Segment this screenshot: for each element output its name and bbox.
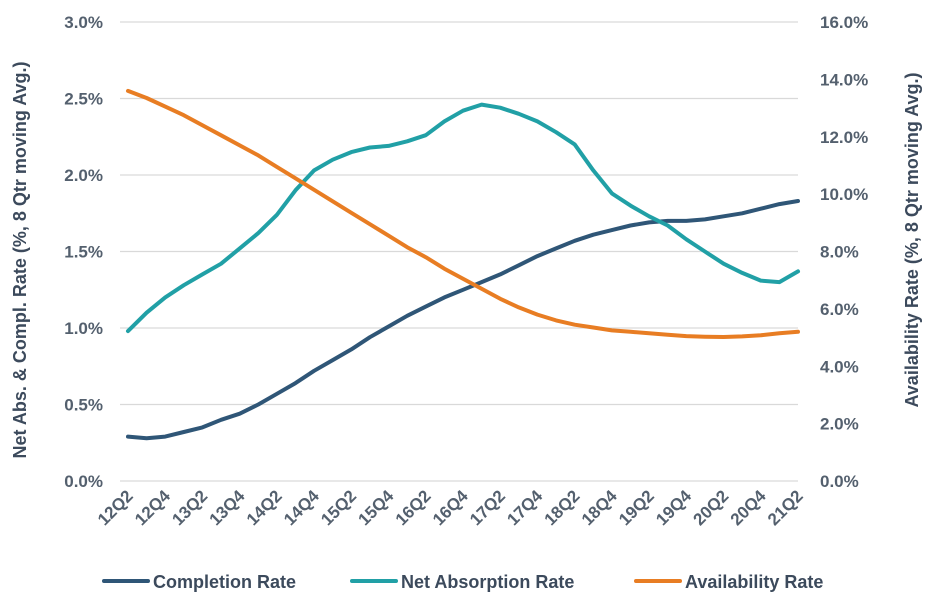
- right-tick-label: 2.0%: [820, 415, 859, 434]
- legend-label: Net Absorption Rate: [401, 572, 574, 592]
- x-tick-label: 18Q4: [578, 486, 621, 529]
- x-tick-label: 12Q4: [131, 486, 174, 529]
- left-tick-label: 0.5%: [64, 396, 103, 415]
- left-tick-label: 0.0%: [64, 472, 103, 491]
- x-tick-label: 16Q4: [429, 486, 472, 529]
- x-tick-label: 21Q2: [764, 486, 807, 529]
- right-tick-label: 10.0%: [820, 185, 868, 204]
- legend-label: Completion Rate: [153, 572, 296, 592]
- left-tick-label: 2.5%: [64, 90, 103, 109]
- right-tick-label: 16.0%: [820, 13, 868, 32]
- x-tick-label: 17Q4: [503, 486, 546, 529]
- legend-item: Net Absorption Rate: [350, 572, 574, 592]
- left-tick-label: 3.0%: [64, 13, 103, 32]
- series-lines: [126, 88, 800, 441]
- x-tick-label: 20Q4: [727, 486, 770, 529]
- legend: Completion Rate Net Absorption Rate Availa…: [102, 572, 823, 592]
- right-tick-label: 14.0%: [820, 70, 868, 89]
- right-tick-label: 12.0%: [820, 128, 868, 147]
- x-tick-label: 17Q2: [466, 486, 509, 529]
- right-tick-label: 8.0%: [820, 243, 859, 262]
- right-axis-ticks: 0.0% 2.0% 4.0% 6.0% 8.0% 10.0% 12.0% 14.0% 16.0%: [820, 13, 868, 491]
- right-tick-label: 4.0%: [820, 357, 859, 376]
- series-line-completion-rate: [126, 199, 800, 441]
- series-line-availability-rate: [126, 88, 800, 339]
- x-tick-label: 19Q2: [615, 486, 658, 529]
- x-tick-label: 15Q4: [355, 486, 398, 529]
- x-tick-label: 19Q4: [652, 486, 695, 529]
- left-tick-label: 1.5%: [64, 243, 103, 262]
- series-line-net-absorption-rate: [126, 102, 800, 334]
- right-tick-label: 6.0%: [820, 300, 859, 319]
- x-tick-label: 13Q4: [206, 486, 249, 529]
- legend-item: Availability Rate: [634, 572, 823, 592]
- x-tick-label: 12Q2: [94, 486, 137, 529]
- x-tick-label: 14Q4: [280, 486, 323, 529]
- legend-label: Availability Rate: [685, 572, 823, 592]
- x-tick-label: 14Q2: [243, 486, 286, 529]
- x-tick-label: 16Q2: [392, 486, 435, 529]
- left-axis-title: Net Abs. & Compl. Rate (%, 8 Qtr moving …: [10, 61, 30, 458]
- left-tick-label: 2.0%: [64, 166, 103, 185]
- x-tick-label: 15Q2: [317, 486, 360, 529]
- right-tick-label: 0.0%: [820, 472, 859, 491]
- x-axis-ticks: 12Q212Q413Q213Q414Q214Q415Q215Q416Q216Q4…: [94, 486, 807, 529]
- x-tick-label: 13Q2: [168, 486, 211, 529]
- right-axis-title: Availability Rate (%, 8 Qtr moving Avg.): [902, 72, 922, 407]
- left-axis-ticks: 0.0% 0.5% 1.0% 1.5% 2.0% 2.5% 3.0%: [64, 13, 103, 491]
- gridlines: [120, 21, 798, 482]
- x-tick-label: 18Q2: [541, 486, 584, 529]
- x-tick-label: 20Q2: [690, 486, 733, 529]
- left-tick-label: 1.0%: [64, 319, 103, 338]
- legend-item: Completion Rate: [102, 572, 296, 592]
